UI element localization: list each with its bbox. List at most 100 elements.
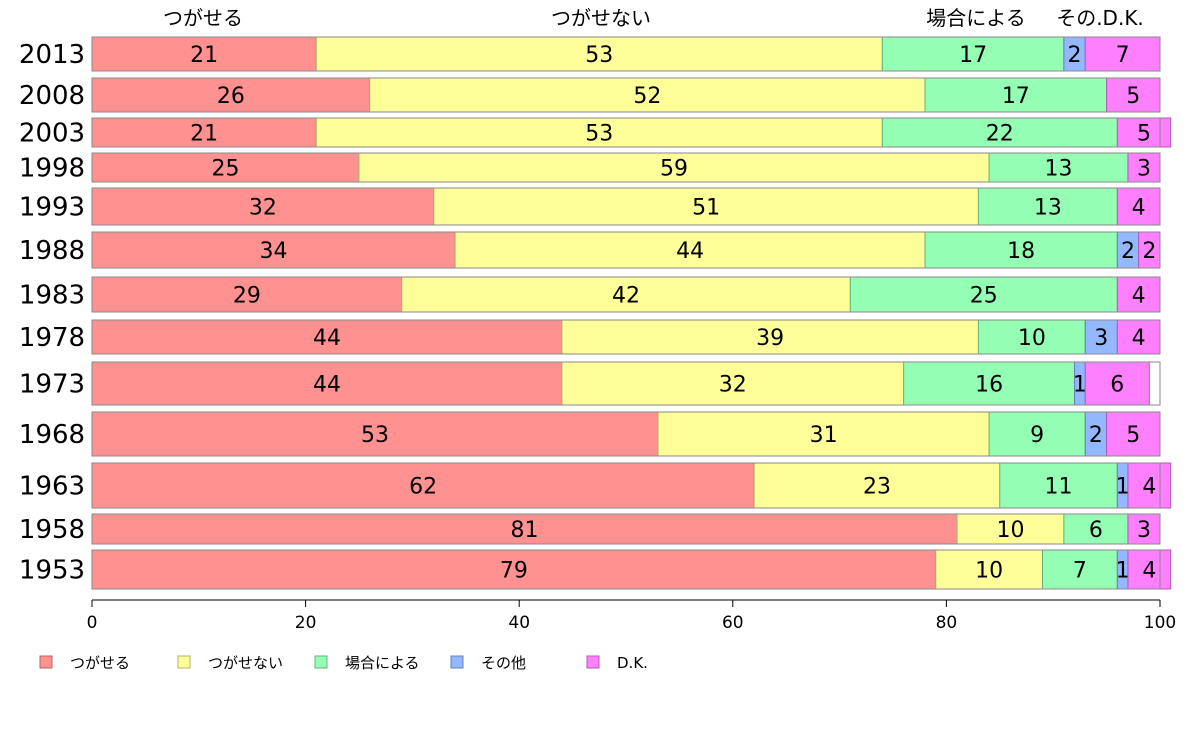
top-label-0: つがせる xyxy=(163,6,243,30)
bar-frame-1988 xyxy=(91,231,1161,269)
bar-segment-1973-1 xyxy=(561,361,905,406)
year-label-2008: 2008 xyxy=(19,81,85,111)
legend-label-3: その他 xyxy=(481,654,526,672)
bar-segment-1983-0 xyxy=(91,276,403,313)
bar-segment-1998-2 xyxy=(988,152,1129,183)
data-label-1988-1: 44 xyxy=(676,239,704,264)
bar-frame-1953 xyxy=(91,549,1161,590)
bar-frame-1963 xyxy=(91,462,1161,509)
year-label-1978: 1978 xyxy=(19,323,85,353)
data-label-1988-3: 2 xyxy=(1121,239,1135,264)
data-label-1963-2: 11 xyxy=(1045,475,1073,500)
bar-segment-1988-0 xyxy=(91,231,456,269)
data-label-1973-3: 1 xyxy=(1073,373,1087,398)
bar-segment-1958-2 xyxy=(1063,513,1129,545)
data-label-1983-0: 29 xyxy=(233,284,261,309)
bar-segment-1953-4 xyxy=(1127,549,1172,590)
year-label-1998: 1998 xyxy=(19,154,85,184)
legend-swatch-1 xyxy=(177,655,191,669)
bar-frame-1998 xyxy=(91,152,1161,183)
bar-frame-1983 xyxy=(91,276,1161,313)
bar-frame-1978 xyxy=(91,319,1161,355)
x-tick-label-40: 40 xyxy=(508,613,530,633)
bar-frame-1993 xyxy=(91,187,1161,226)
bar-segment-1968-1 xyxy=(657,411,990,457)
x-tick-label-60: 60 xyxy=(722,613,744,633)
data-label-2013-0: 21 xyxy=(190,43,218,68)
bar-frame-1968 xyxy=(91,411,1161,457)
data-label-1963-0: 62 xyxy=(409,475,437,500)
legend-label-0: つがせる xyxy=(70,654,130,672)
data-label-2003-2: 22 xyxy=(986,122,1014,147)
year-label-1988: 1988 xyxy=(19,236,85,266)
data-label-1993-0: 32 xyxy=(249,196,277,221)
data-label-1953-4: 4 xyxy=(1142,559,1156,584)
year-label-2013: 2013 xyxy=(19,40,85,70)
legend: つがせる つがせない 場合による その他 D.K. xyxy=(39,654,648,672)
data-label-1988-4: 2 xyxy=(1142,239,1156,264)
data-label-1978-1: 39 xyxy=(756,326,784,351)
data-label-1973-4: 6 xyxy=(1110,373,1124,398)
data-label-1963-4: 4 xyxy=(1142,475,1156,500)
bar-segment-2013-0 xyxy=(91,36,317,72)
legend-swatch-2 xyxy=(314,655,328,669)
bar-segment-1983-1 xyxy=(401,276,851,313)
year-label-1958: 1958 xyxy=(19,515,85,545)
data-label-1973-0: 44 xyxy=(313,373,341,398)
data-label-1983-4: 4 xyxy=(1132,284,1146,309)
data-label-1983-1: 42 xyxy=(612,284,640,309)
data-label-2008-4: 5 xyxy=(1126,84,1140,109)
bar-frame-2013 xyxy=(91,36,1161,72)
data-label-1988-2: 18 xyxy=(1007,239,1035,264)
data-label-1963-1: 23 xyxy=(863,475,891,500)
bar-segment-1993-1 xyxy=(433,187,979,226)
bar-frame-2003 xyxy=(91,117,1161,148)
top-label-3: その.D.K. xyxy=(1056,6,1144,30)
data-label-1953-1: 10 xyxy=(975,559,1003,584)
bar-segment-1963-4 xyxy=(1127,462,1172,509)
year-label-1973: 1973 xyxy=(19,370,85,400)
bar-frame-1973 xyxy=(91,361,1161,406)
bar-segment-1993-0 xyxy=(91,187,435,226)
legend-swatch-3 xyxy=(450,655,464,669)
data-label-1958-0: 81 xyxy=(511,518,539,543)
data-label-2013-3: 2 xyxy=(1068,43,1082,68)
data-label-2003-1: 53 xyxy=(585,122,613,147)
top-label-1: つがせない xyxy=(551,6,651,30)
data-label-1968-1: 31 xyxy=(810,423,838,448)
data-label-1968-4: 5 xyxy=(1126,423,1140,448)
data-label-1998-0: 25 xyxy=(212,157,240,182)
year-label-1993: 1993 xyxy=(19,193,85,223)
data-label-1993-2: 13 xyxy=(1034,196,1062,221)
x-tick-label-0: 0 xyxy=(87,613,98,633)
bar-segment-1998-4 xyxy=(1127,152,1161,183)
data-label-2008-0: 26 xyxy=(217,84,245,109)
data-label-1953-2: 7 xyxy=(1073,559,1087,584)
bar-segment-1998-1 xyxy=(358,152,990,183)
data-label-1953-3: 1 xyxy=(1116,559,1130,584)
data-label-1978-4: 4 xyxy=(1132,326,1146,351)
bar-segment-2008-2 xyxy=(924,77,1108,113)
data-label-1973-1: 32 xyxy=(719,373,747,398)
data-label-1963-3: 1 xyxy=(1116,475,1130,500)
legend-swatch-4 xyxy=(586,655,600,669)
data-label-1973-2: 16 xyxy=(975,373,1003,398)
data-label-2013-1: 53 xyxy=(585,43,613,68)
data-label-1998-4: 3 xyxy=(1137,157,1151,182)
year-label-1968: 1968 xyxy=(19,420,85,450)
x-axis: 0 20 40 60 80 100 xyxy=(87,599,1176,633)
data-label-2003-0: 21 xyxy=(190,122,218,147)
bar-frame-1958 xyxy=(91,513,1161,545)
year-label-1983: 1983 xyxy=(19,281,85,311)
year-label-1953: 1953 xyxy=(19,556,85,586)
data-label-1988-0: 34 xyxy=(260,239,288,264)
data-label-1998-1: 59 xyxy=(660,157,688,182)
data-label-1993-4: 4 xyxy=(1132,196,1146,221)
data-label-1968-3: 2 xyxy=(1089,423,1103,448)
data-label-1993-1: 51 xyxy=(692,196,720,221)
top-category-labels: つがせる つがせない 場合による その.D.K. xyxy=(163,6,1144,30)
legend-label-1: つがせない xyxy=(208,654,283,672)
bar-frame-2008 xyxy=(91,77,1161,113)
